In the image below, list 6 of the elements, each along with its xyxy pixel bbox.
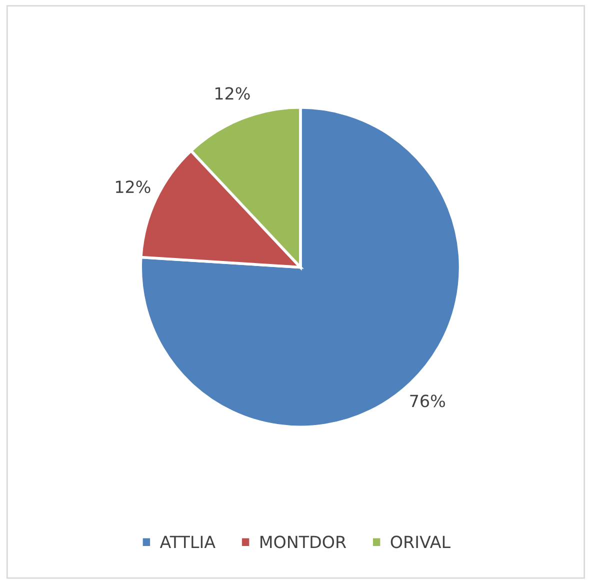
legend-label: ORIVAL	[390, 536, 450, 548]
data-label: 76%	[410, 394, 445, 408]
data-label: 12%	[215, 87, 250, 100]
legend-label: ATTLIA	[160, 536, 216, 548]
data-label: 12%	[116, 180, 150, 194]
legend-label: MONTDOR	[260, 536, 346, 548]
